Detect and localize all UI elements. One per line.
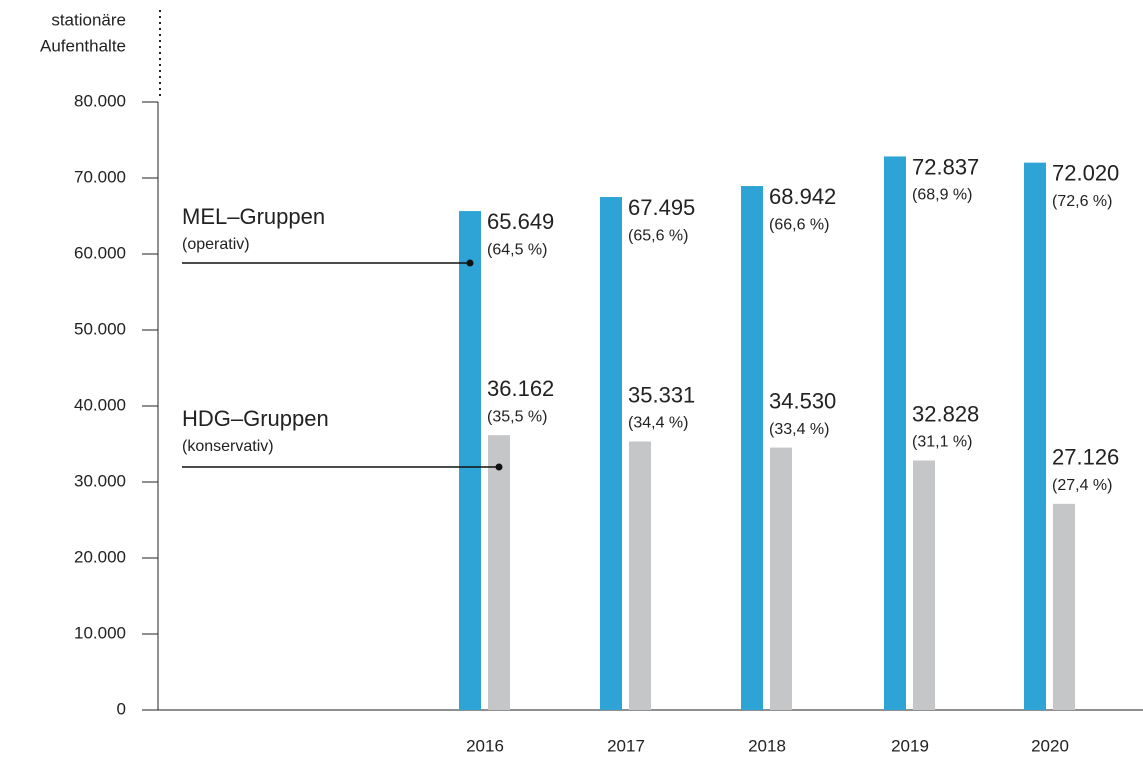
y-tick-label: 50.000 xyxy=(74,319,126,338)
bar xyxy=(1053,503,1075,710)
x-tick-label: 2016 xyxy=(466,736,504,755)
value-label: 72.837 xyxy=(912,154,979,179)
value-label: 65.649 xyxy=(487,209,554,234)
value-label: 32.828 xyxy=(912,401,979,426)
bar xyxy=(770,447,792,710)
legend-label: HDG–Gruppen xyxy=(182,406,329,431)
leader-dot xyxy=(466,259,474,267)
value-label: 27.126 xyxy=(1052,445,1119,470)
y-tick-label: 80.000 xyxy=(74,91,126,110)
share-label: (65,6 %) xyxy=(628,227,688,244)
bar xyxy=(488,435,510,710)
share-label: (35,5 %) xyxy=(487,408,547,425)
share-label: (64,5 %) xyxy=(487,241,547,258)
value-label: 72.020 xyxy=(1052,160,1119,185)
x-tick-label: 2017 xyxy=(607,736,645,755)
x-tick-label: 2019 xyxy=(891,736,929,755)
share-label: (34,4 %) xyxy=(628,415,688,432)
bar xyxy=(629,441,651,710)
leader-dot xyxy=(495,463,503,471)
value-label: 36.162 xyxy=(487,376,554,401)
y-axis-label: stationäre xyxy=(51,10,126,29)
bar xyxy=(741,186,763,711)
share-label: (27,4 %) xyxy=(1052,477,1112,494)
legend-label: MEL–Gruppen xyxy=(182,204,325,229)
value-label: 68.942 xyxy=(769,184,836,209)
bar xyxy=(1024,162,1046,710)
share-label: (33,4 %) xyxy=(769,421,829,438)
bar xyxy=(600,197,622,711)
bar xyxy=(913,460,935,710)
bar xyxy=(884,156,906,711)
y-tick-label: 10.000 xyxy=(74,623,126,642)
legend-description: (konservativ) xyxy=(182,438,274,455)
share-label: (72,6 %) xyxy=(1052,193,1112,210)
y-tick-label: 0 xyxy=(117,699,126,718)
y-tick-label: 20.000 xyxy=(74,547,126,566)
share-label: (68,9 %) xyxy=(912,187,972,204)
value-label: 34.530 xyxy=(769,388,836,413)
y-tick-label: 40.000 xyxy=(74,395,126,414)
value-label: 67.495 xyxy=(628,195,695,220)
x-tick-label: 2020 xyxy=(1031,736,1069,755)
value-label: 35.331 xyxy=(628,382,695,407)
x-tick-label: 2018 xyxy=(748,736,786,755)
y-axis-label: Aufenthalte xyxy=(40,36,126,55)
share-label: (66,6 %) xyxy=(769,216,829,233)
share-label: (31,1 %) xyxy=(912,434,972,451)
legend-description: (operativ) xyxy=(182,236,250,253)
bar xyxy=(459,211,481,710)
y-tick-label: 60.000 xyxy=(74,243,126,262)
y-tick-label: 30.000 xyxy=(74,471,126,490)
y-tick-label: 70.000 xyxy=(74,167,126,186)
